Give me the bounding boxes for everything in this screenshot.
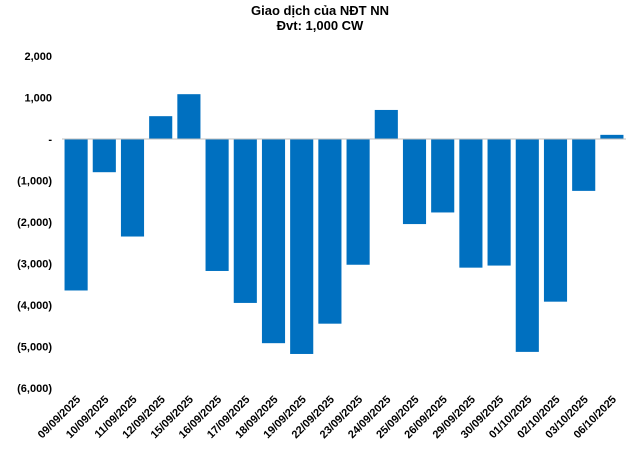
bar (515, 139, 539, 352)
bar (459, 139, 483, 268)
bar (177, 94, 201, 139)
bars (64, 94, 624, 354)
y-tick-label: (6,000) (17, 383, 52, 395)
bar (346, 139, 370, 265)
y-tick-label: (3,000) (17, 259, 52, 271)
y-axis: 2,000 1,000 - (1,000) (2,000) (3,000) (4,000) (… (17, 51, 52, 395)
y-tick-label: 2,000 (24, 51, 52, 63)
chart-subtitle: Đvt: 1,000 CW (276, 18, 364, 33)
y-tick-label: - (48, 134, 52, 146)
bar (431, 139, 455, 213)
y-tick-label: (1,000) (17, 176, 52, 188)
bar (205, 139, 229, 271)
bar (92, 139, 116, 173)
bar (318, 139, 342, 324)
bar (290, 139, 314, 354)
bar (233, 139, 257, 303)
x-axis: 09/09/202510/09/202511/09/202512/09/2025… (36, 394, 619, 441)
bar (374, 109, 398, 139)
bar (261, 139, 286, 344)
bar (572, 139, 596, 191)
bar (600, 134, 624, 139)
chart-title: Giao dịch của NĐT NN (251, 3, 389, 18)
y-tick-label: (2,000) (17, 217, 52, 229)
y-tick-label: (4,000) (17, 300, 52, 312)
bar (543, 139, 568, 302)
bar (149, 116, 173, 139)
bar (487, 139, 511, 266)
bar (402, 139, 427, 225)
y-tick-label: (5,000) (17, 342, 52, 354)
bar (120, 139, 145, 237)
bar (64, 139, 88, 291)
y-tick-label: 1,000 (24, 93, 52, 105)
